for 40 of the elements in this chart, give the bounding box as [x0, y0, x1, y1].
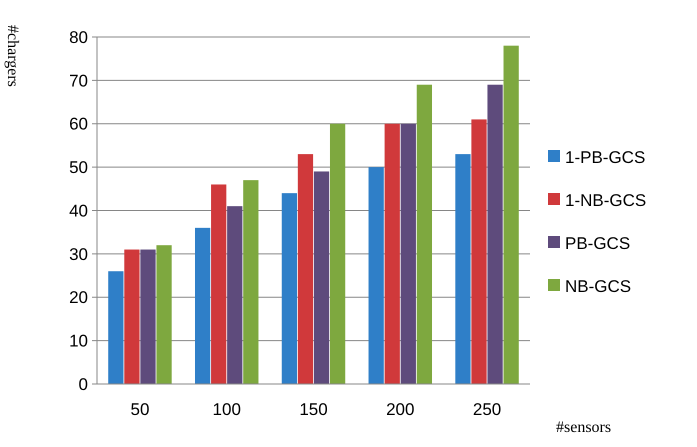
x-tick-label: 250 [472, 400, 502, 419]
bar [156, 245, 172, 384]
y-tick-label: 10 [69, 332, 88, 351]
y-tick-label: 80 [69, 28, 88, 47]
bar [194, 228, 210, 384]
bar [416, 84, 432, 384]
y-tick-label: 70 [69, 71, 88, 90]
y-tick-label: 40 [69, 201, 88, 220]
bar [298, 154, 314, 384]
bar [504, 46, 519, 384]
bar [471, 119, 487, 384]
bar [384, 124, 400, 384]
bar [124, 250, 140, 384]
x-tick-label: 100 [212, 400, 241, 419]
bar [368, 167, 384, 384]
x-tick-label: 150 [299, 400, 328, 419]
bar [140, 250, 156, 384]
y-tick-label: 50 [69, 158, 88, 178]
bar [455, 154, 471, 384]
bar [243, 180, 258, 384]
y-tick-label: 60 [69, 114, 88, 134]
bar [400, 124, 416, 384]
y-axis-title: #chargers [4, 25, 21, 87]
legend-label: PB-GCS [565, 234, 630, 253]
y-tick-label: 20 [69, 288, 88, 308]
bar [108, 271, 124, 384]
legend-label: NB-GCS [565, 276, 632, 296]
legend-label: 1-NB-GCS [565, 190, 646, 210]
bar [330, 124, 346, 384]
bar [282, 193, 298, 384]
x-tick-label: 50 [130, 400, 150, 419]
bar [227, 206, 242, 384]
bar [211, 184, 226, 384]
bar [487, 84, 503, 384]
legend-label: 1-PB-GCS [565, 148, 646, 167]
bar [314, 171, 330, 384]
x-tick-label: 200 [386, 400, 414, 419]
y-tick-label: 30 [69, 244, 88, 264]
x-axis-title: #sensors [556, 419, 612, 436]
y-tick-label: 0 [78, 374, 88, 394]
